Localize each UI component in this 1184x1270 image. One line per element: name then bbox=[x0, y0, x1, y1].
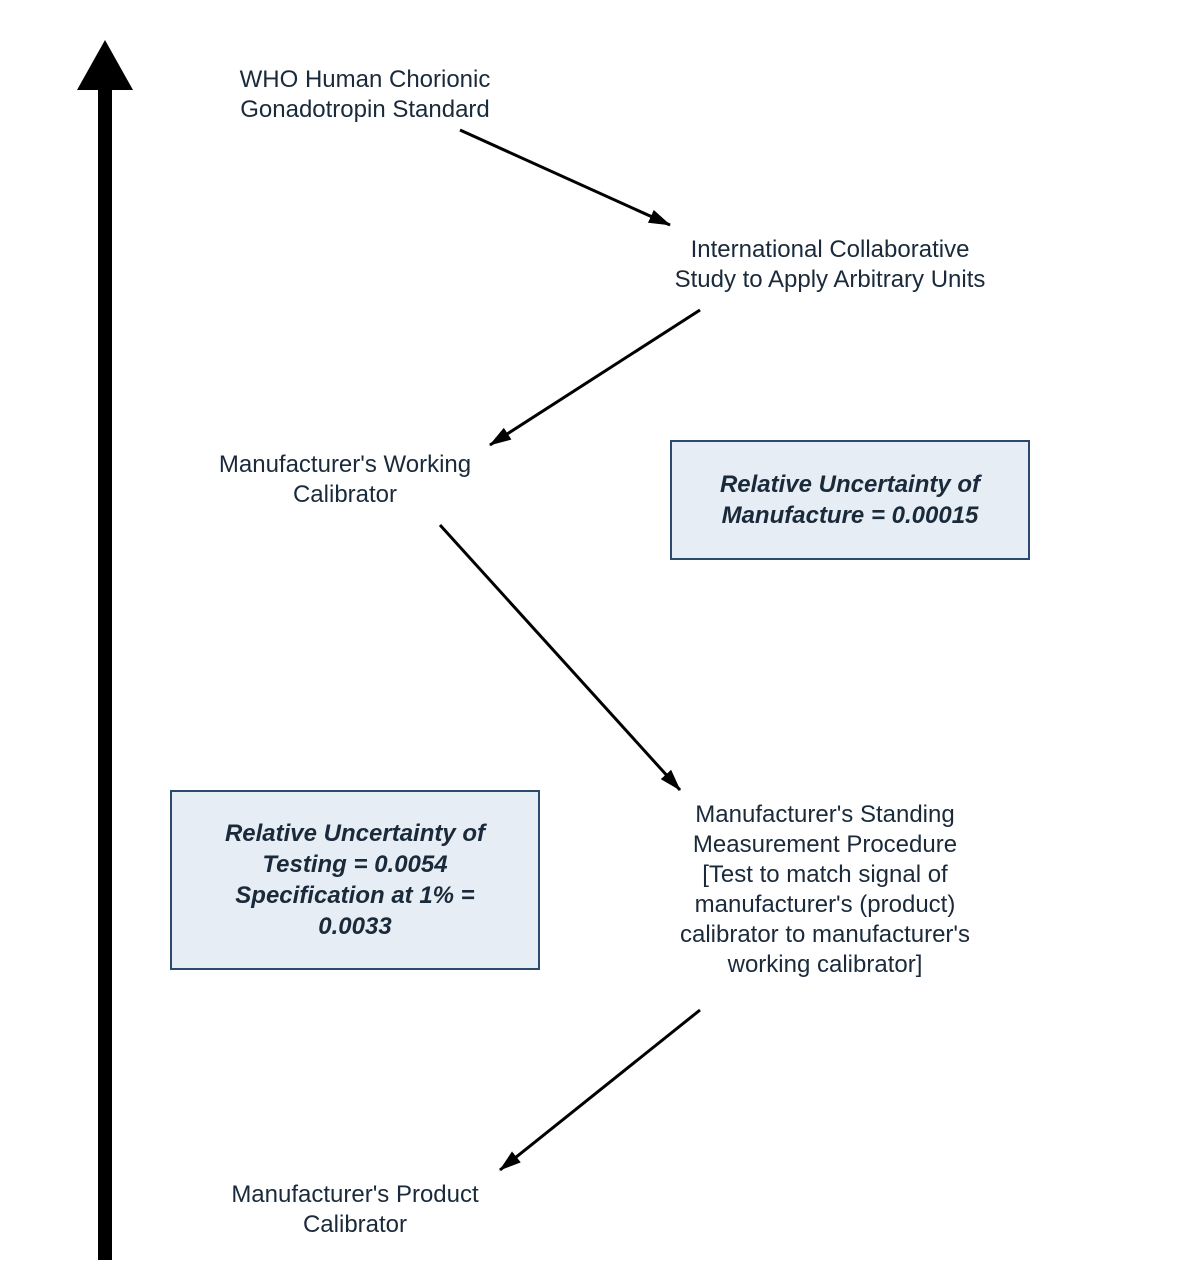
vertical-axis-shaft bbox=[98, 88, 112, 1260]
node-mpc: Manufacturer's Product Calibrator bbox=[200, 1180, 510, 1240]
node-intl: International Collaborative Study to App… bbox=[620, 235, 1040, 295]
box-uncertainty-manufacture: Relative Uncertainty of Manufacture = 0.… bbox=[670, 440, 1030, 560]
box-uncertainty-testing: Relative Uncertainty of Testing = 0.0054… bbox=[170, 790, 540, 970]
node-mwc: Manufacturer's Working Calibrator bbox=[180, 450, 510, 510]
node-who: WHO Human Chorionic Gonadotropin Standar… bbox=[200, 65, 530, 125]
connector-arrows bbox=[0, 0, 1184, 1270]
diagram-canvas: WHO Human Chorionic Gonadotropin Standar… bbox=[0, 0, 1184, 1270]
node-msmp: Manufacturer's Standing Measurement Proc… bbox=[625, 800, 1025, 980]
vertical-axis-arrowhead bbox=[77, 40, 133, 90]
